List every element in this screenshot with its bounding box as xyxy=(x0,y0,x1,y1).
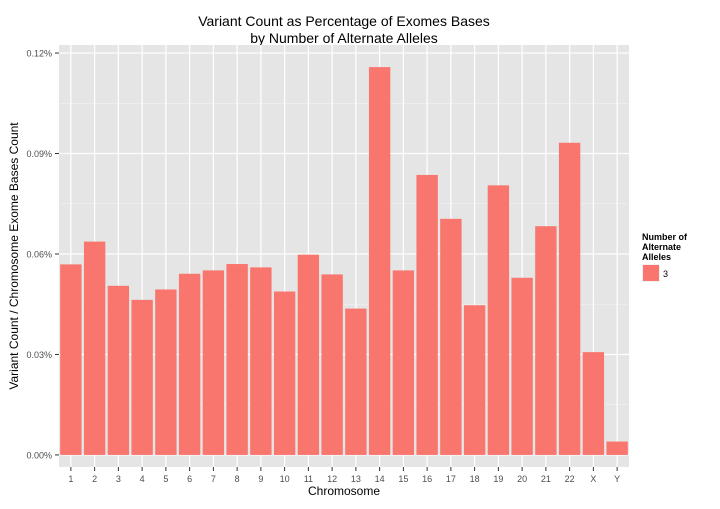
x-tick-label: 8 xyxy=(235,474,240,484)
bar xyxy=(440,218,462,455)
x-tick-label: 1 xyxy=(68,474,73,484)
chart-title: Variant Count as Percentage of Exomes Ba… xyxy=(198,13,490,46)
x-tick-label: Y xyxy=(614,474,620,484)
y-tick-label: 0.03% xyxy=(26,350,52,360)
bar xyxy=(226,264,248,455)
x-tick-label: 7 xyxy=(211,474,216,484)
y-tick-label: 0.00% xyxy=(26,450,52,460)
x-tick-label: X xyxy=(590,474,596,484)
bar xyxy=(321,274,343,455)
x-tick-label: 3 xyxy=(116,474,121,484)
bar xyxy=(155,289,177,455)
bar xyxy=(368,67,391,455)
x-tick-label: 18 xyxy=(470,474,480,484)
y-tick-label: 0.12% xyxy=(26,49,52,59)
bar xyxy=(297,254,320,455)
legend: Number of Alternate Alleles 3 xyxy=(641,232,688,283)
x-tick-label: 11 xyxy=(304,474,313,484)
x-tick-label: 10 xyxy=(280,474,290,484)
bar xyxy=(202,270,225,455)
y-tick-label: 0.09% xyxy=(26,149,52,159)
bar xyxy=(511,277,533,455)
axes-group: 0.00%0.03%0.06%0.09%0.12%1 2 3 4 5 6 7 8 9 10 11 12… xyxy=(26,49,620,484)
bar xyxy=(463,305,486,455)
x-tick-label: 15 xyxy=(398,474,408,484)
bar xyxy=(416,174,438,455)
chart-title-line-2: by Number of Alternate Alleles xyxy=(250,30,438,46)
legend-title-line-3: Alleles xyxy=(642,252,671,262)
bar xyxy=(178,273,201,455)
bars-group xyxy=(60,67,628,455)
x-tick-label: 17 xyxy=(446,474,456,484)
x-tick-label: 22 xyxy=(565,474,575,484)
x-tick-label: 4 xyxy=(140,474,145,484)
x-axis-label: Chromosome xyxy=(308,484,380,498)
legend-entry-label: 3 xyxy=(663,269,668,279)
x-tick-label: 20 xyxy=(517,474,527,484)
bar xyxy=(558,142,581,455)
bar xyxy=(83,241,106,455)
x-tick-label: 6 xyxy=(187,474,192,484)
chart-title-line-1: Variant Count as Percentage of Exomes Ba… xyxy=(198,13,490,29)
x-tick-label: 5 xyxy=(163,474,168,484)
bar xyxy=(582,352,605,455)
bar xyxy=(131,299,153,455)
legend-key-swatch xyxy=(643,265,659,281)
y-tick-label: 0.06% xyxy=(26,249,52,259)
x-tick-label: 12 xyxy=(327,474,337,484)
bar xyxy=(535,226,557,455)
bar xyxy=(345,308,367,455)
bar xyxy=(60,264,82,455)
x-tick-label: 13 xyxy=(351,474,361,484)
legend-title-line-2: Alternate xyxy=(642,242,681,252)
x-tick-label: 9 xyxy=(258,474,263,484)
x-tick-label: 16 xyxy=(422,474,432,484)
bar xyxy=(487,185,510,455)
x-tick-label: 21 xyxy=(541,474,551,484)
bar xyxy=(250,267,272,455)
x-tick-label: 2 xyxy=(92,474,97,484)
bar xyxy=(273,291,296,455)
bar xyxy=(392,270,415,455)
bar xyxy=(606,441,628,455)
plot-panel xyxy=(59,45,629,467)
x-tick-label: 14 xyxy=(375,474,385,484)
bar xyxy=(107,285,130,455)
x-tick-label: 19 xyxy=(493,474,503,484)
y-axis-label: Variant Count / Chromosome Exome Bases C… xyxy=(7,122,21,390)
legend-title-line-1: Number of xyxy=(642,232,688,242)
